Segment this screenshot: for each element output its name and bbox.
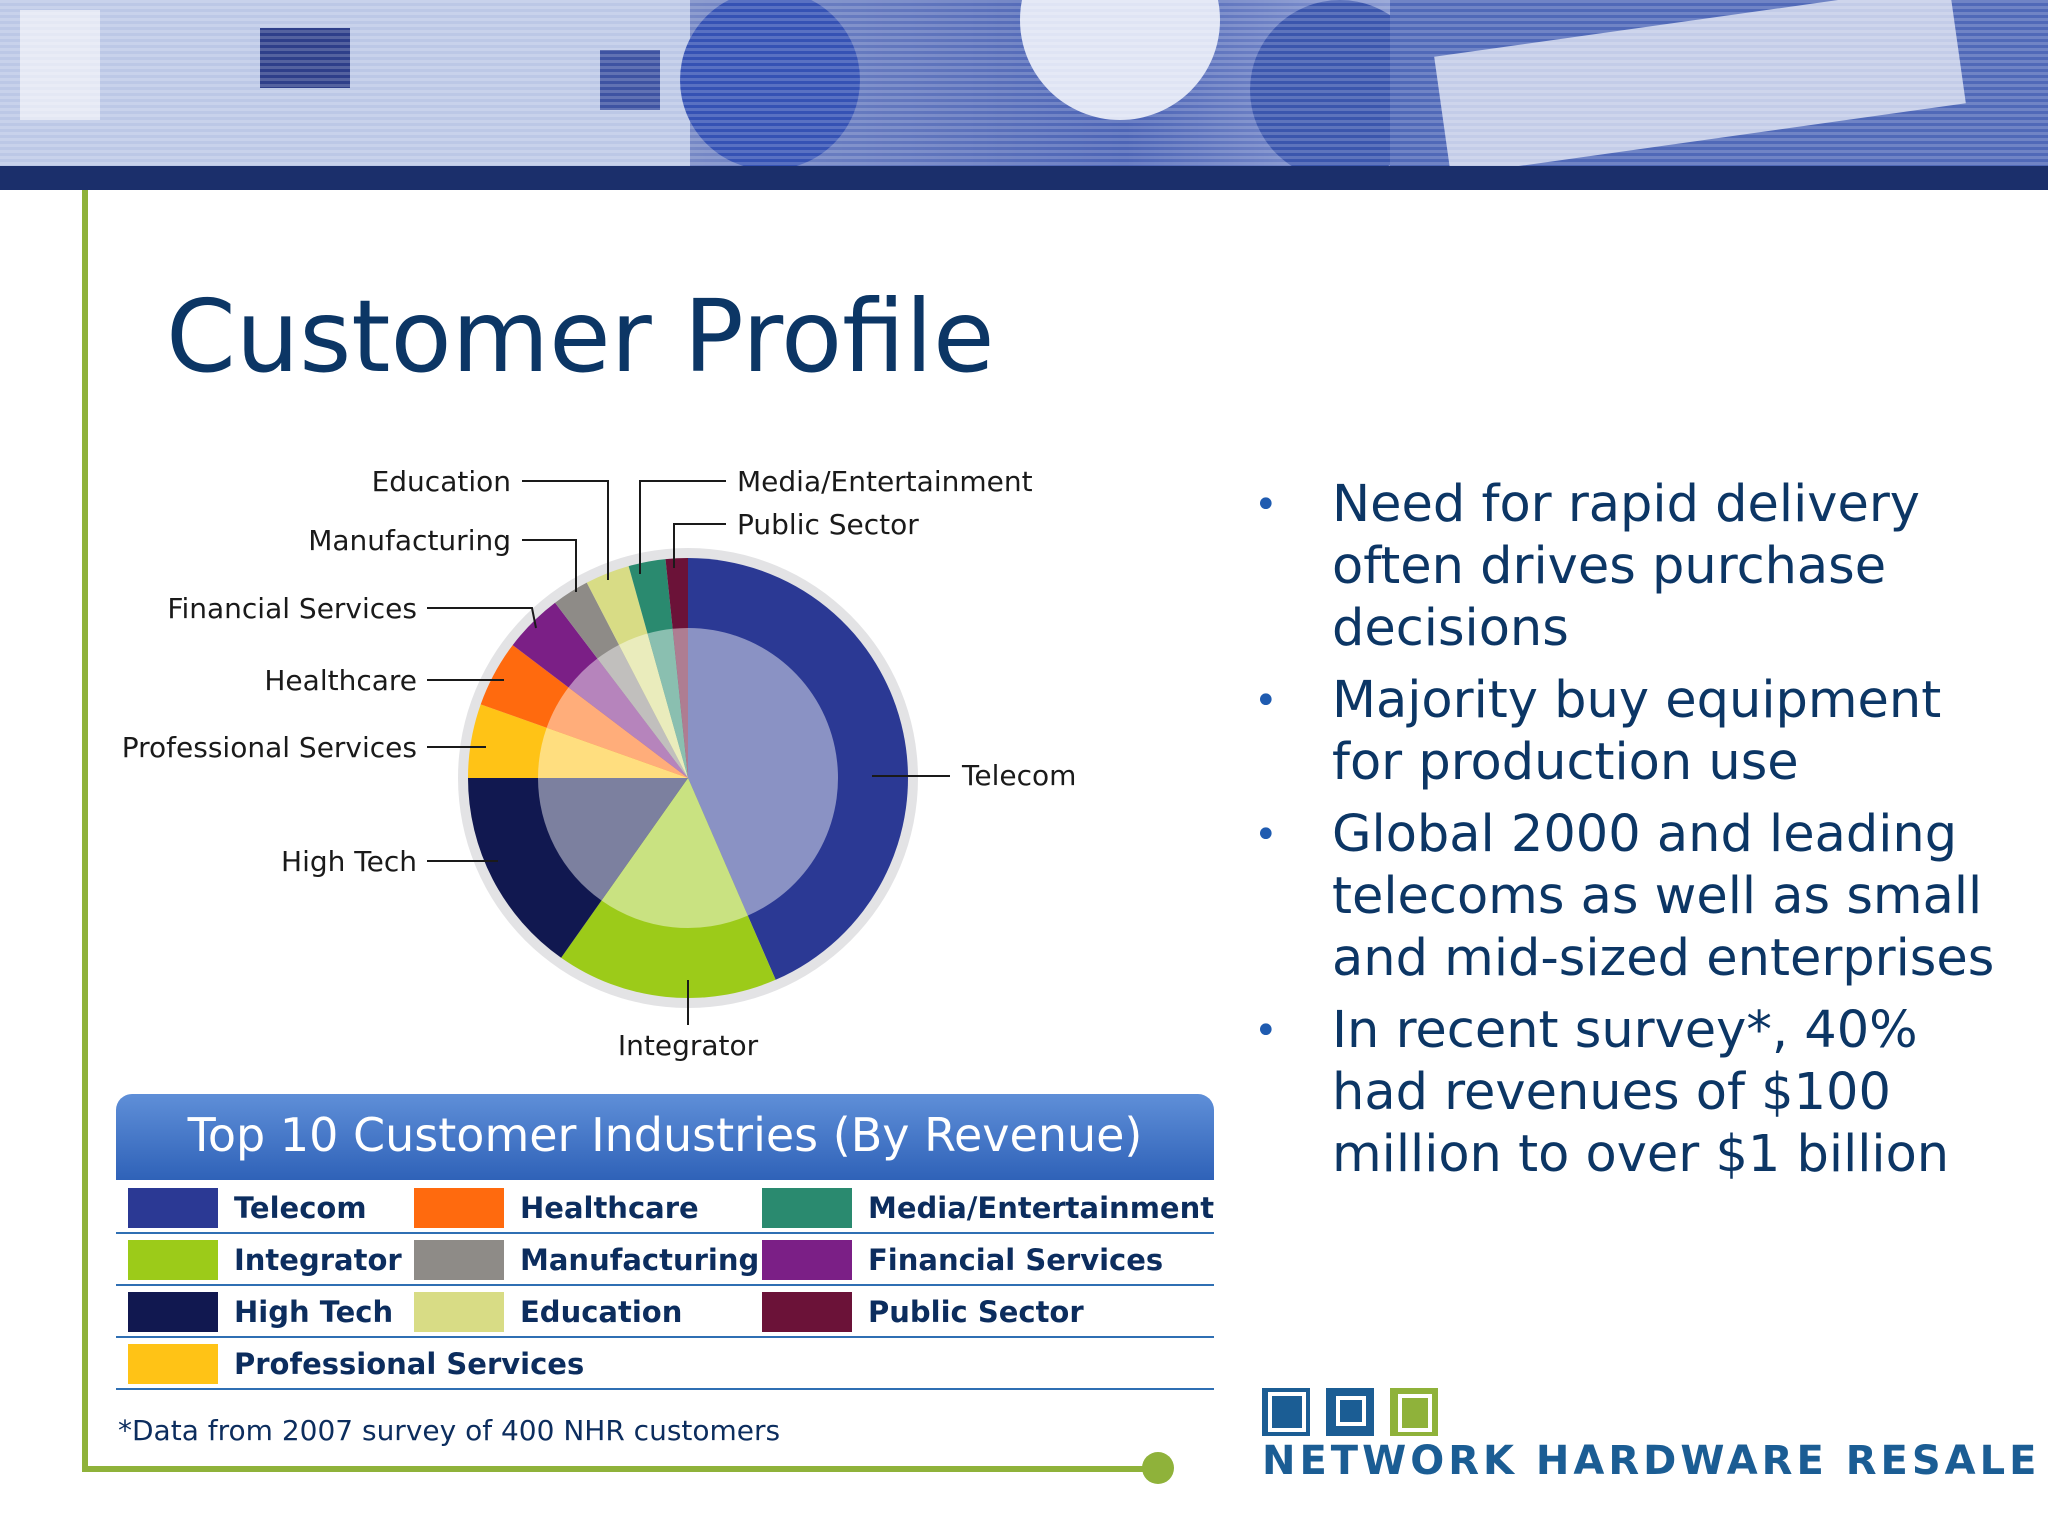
legend-item: High Tech bbox=[128, 1292, 393, 1332]
slice-label: Public Sector bbox=[737, 508, 919, 541]
leader-line bbox=[522, 480, 609, 580]
bullet-dot-icon: • bbox=[1254, 1008, 1278, 1054]
accent-dot bbox=[1142, 1452, 1174, 1484]
slice-label: Healthcare bbox=[264, 664, 417, 697]
pie-inner-highlight bbox=[568, 658, 688, 778]
slice-label: Telecom bbox=[961, 759, 1076, 792]
bullet-list: • Need for rapid delivery often drives pu… bbox=[1254, 474, 2014, 1196]
legend-label: Healthcare bbox=[520, 1191, 699, 1225]
footnote: *Data from 2007 survey of 400 NHR custom… bbox=[118, 1414, 781, 1447]
legend-swatch bbox=[762, 1240, 852, 1280]
legend-swatch bbox=[414, 1188, 504, 1228]
pie-inner-highlight bbox=[672, 628, 688, 778]
legend-swatch bbox=[414, 1292, 504, 1332]
legend-item: Telecom bbox=[128, 1188, 367, 1228]
legend-item: Financial Services bbox=[762, 1240, 1163, 1280]
leader-line bbox=[522, 539, 577, 592]
bullet-text: Need for rapid delivery often drives pur… bbox=[1332, 475, 1920, 658]
pie-inner-highlight bbox=[601, 778, 748, 928]
pie-inner-highlight bbox=[546, 687, 688, 778]
bullet-text: Majority buy equipment for production us… bbox=[1332, 671, 1942, 792]
legend-label: High Tech bbox=[234, 1295, 394, 1329]
leader-line bbox=[427, 607, 537, 629]
bullet-dot-icon: • bbox=[1254, 482, 1278, 528]
slice-label: Manufacturing bbox=[308, 524, 511, 557]
leader-line bbox=[639, 480, 726, 574]
legend-header: Top 10 Customer Industries (By Revenue) bbox=[116, 1094, 1214, 1180]
legend-swatch bbox=[128, 1188, 218, 1228]
banner-image bbox=[0, 0, 2048, 190]
bullet-item: • Majority buy equipment for production u… bbox=[1254, 670, 2014, 794]
legend-row: High Tech Education Public Sector bbox=[116, 1288, 1214, 1338]
legend-item: Healthcare bbox=[414, 1188, 699, 1228]
bullet-item: • In recent survey*, 40% had revenues of … bbox=[1254, 1000, 2014, 1186]
bullet-dot-icon: • bbox=[1254, 678, 1278, 724]
legend-row: Telecom Healthcare Media/Entertainment bbox=[116, 1184, 1214, 1234]
bullet-item: • Global 2000 and leading telecoms as wel… bbox=[1254, 804, 2014, 990]
pie-inner-highlight bbox=[597, 644, 688, 778]
accent-horizontal-line bbox=[82, 1466, 1160, 1472]
legend-label: Integrator bbox=[234, 1243, 402, 1277]
slice-label: Media/Entertainment bbox=[737, 465, 1033, 498]
legend-row: Professional Services bbox=[116, 1340, 1214, 1390]
legend-item: Professional Services bbox=[128, 1344, 584, 1384]
legend-item: Manufacturing bbox=[414, 1240, 759, 1280]
slide-title: Customer Profile bbox=[166, 278, 995, 395]
slice-label: Financial Services bbox=[167, 592, 417, 625]
bullet-item: • Need for rapid delivery often drives pu… bbox=[1254, 474, 2014, 660]
slice-label: High Tech bbox=[281, 845, 417, 878]
legend-swatch bbox=[128, 1344, 218, 1384]
accent-vertical-line bbox=[82, 190, 88, 1472]
legend-label: Financial Services bbox=[868, 1243, 1164, 1277]
slice-label: Education bbox=[372, 465, 511, 498]
legend-item: Education bbox=[414, 1292, 682, 1332]
header-banner bbox=[0, 0, 2048, 190]
pie-inner-highlight bbox=[688, 628, 839, 916]
leader-line bbox=[673, 523, 726, 568]
legend-swatch bbox=[762, 1188, 852, 1228]
bullet-dot-icon: • bbox=[1254, 812, 1278, 858]
legend-item: Public Sector bbox=[762, 1292, 1084, 1332]
bullet-text: Global 2000 and leading telecoms as well… bbox=[1332, 805, 1995, 988]
bullet-text: In recent survey*, 40% had revenues of $… bbox=[1332, 1001, 1950, 1184]
legend-item: Integrator bbox=[128, 1240, 402, 1280]
legend-swatch bbox=[414, 1240, 504, 1280]
legend-label: Telecom bbox=[234, 1191, 367, 1225]
legend-label: Professional Services bbox=[234, 1347, 585, 1381]
legend-item: Media/Entertainment bbox=[762, 1188, 1214, 1228]
company-name: NETWORK HARDWARE RESALE bbox=[1262, 1438, 2041, 1484]
legend-label: Public Sector bbox=[868, 1295, 1084, 1329]
industry-pie-chart: Telecom Integrator High Tech Professional S… bbox=[122, 465, 1077, 1062]
legend-label: Manufacturing bbox=[520, 1243, 760, 1277]
legend-swatch bbox=[128, 1292, 218, 1332]
pie-inner-highlight bbox=[647, 628, 688, 778]
legend-label: Media/Entertainment bbox=[868, 1191, 1215, 1225]
slice-label: Integrator bbox=[618, 1029, 759, 1062]
legend-label: Education bbox=[520, 1295, 683, 1329]
legend-row: Integrator Manufacturing Financial Service… bbox=[116, 1236, 1214, 1286]
pie-inner-highlight bbox=[618, 633, 688, 778]
pie-inner-highlight bbox=[538, 727, 688, 778]
legend-swatch bbox=[128, 1240, 218, 1280]
slice-label: Professional Services bbox=[122, 731, 417, 764]
legend-title: Top 10 Customer Industries (By Revenue) bbox=[187, 1108, 1143, 1162]
legend-table: Telecom Healthcare Media/Entertainment Inte… bbox=[116, 1184, 1214, 1392]
nhr-logo-icon bbox=[1262, 1388, 1438, 1436]
pie-inner-highlight bbox=[538, 778, 688, 901]
legend-swatch bbox=[762, 1292, 852, 1332]
